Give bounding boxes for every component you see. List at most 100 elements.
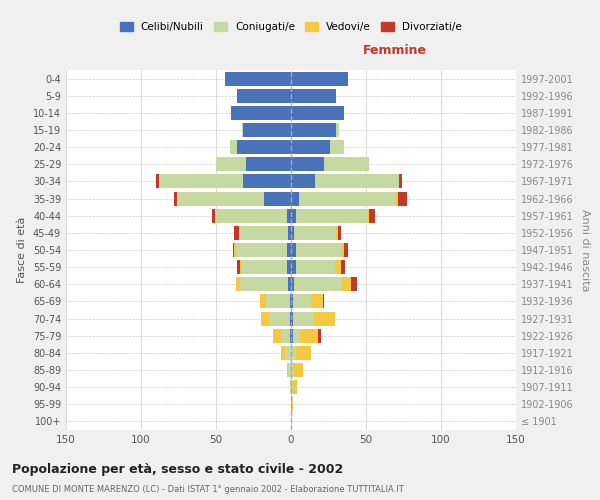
Bar [291, 398, 293, 411]
Bar [156, 174, 159, 188]
Bar [265, 294, 290, 308]
Bar [291, 363, 294, 377]
Bar [159, 174, 243, 188]
Bar [287, 243, 291, 257]
Bar [291, 192, 299, 205]
Y-axis label: Anni di nascita: Anni di nascita [580, 209, 590, 291]
Bar [233, 243, 234, 257]
Bar [341, 260, 345, 274]
Bar [288, 278, 291, 291]
Bar [293, 380, 297, 394]
Bar [291, 294, 293, 308]
Bar [294, 226, 336, 240]
Bar [291, 328, 293, 342]
Bar [299, 192, 396, 205]
Bar [281, 346, 285, 360]
Bar [293, 294, 311, 308]
Bar [367, 208, 369, 222]
Bar [237, 140, 291, 154]
Bar [241, 260, 287, 274]
Bar [260, 294, 265, 308]
Bar [234, 243, 235, 257]
Bar [336, 123, 339, 137]
Bar [246, 158, 291, 172]
Bar [291, 346, 296, 360]
Bar [291, 106, 343, 120]
Bar [239, 226, 240, 240]
Bar [291, 123, 336, 137]
Bar [296, 243, 341, 257]
Bar [300, 328, 318, 342]
Bar [291, 208, 296, 222]
Bar [287, 260, 291, 274]
Bar [369, 208, 375, 222]
Bar [296, 346, 311, 360]
Bar [291, 380, 293, 394]
Bar [291, 312, 293, 326]
Bar [216, 158, 246, 172]
Bar [294, 278, 342, 291]
Bar [396, 192, 398, 205]
Bar [314, 312, 335, 326]
Bar [240, 260, 241, 274]
Bar [234, 226, 239, 240]
Bar [351, 278, 357, 291]
Bar [243, 123, 291, 137]
Bar [177, 192, 264, 205]
Bar [237, 88, 291, 102]
Bar [241, 123, 243, 137]
Bar [291, 158, 324, 172]
Bar [240, 226, 288, 240]
Bar [399, 174, 402, 188]
Bar [291, 278, 294, 291]
Bar [290, 380, 291, 394]
Bar [287, 208, 291, 222]
Bar [343, 243, 348, 257]
Bar [290, 312, 291, 326]
Bar [335, 260, 341, 274]
Bar [291, 243, 296, 257]
Bar [296, 260, 335, 274]
Bar [285, 346, 291, 360]
Bar [311, 294, 323, 308]
Bar [296, 208, 367, 222]
Bar [337, 226, 341, 240]
Bar [261, 312, 269, 326]
Bar [323, 294, 324, 308]
Bar [398, 192, 407, 205]
Bar [290, 294, 291, 308]
Bar [237, 260, 240, 274]
Text: Femmine: Femmine [362, 44, 427, 58]
Bar [281, 328, 290, 342]
Bar [225, 72, 291, 86]
Bar [294, 363, 303, 377]
Bar [341, 243, 343, 257]
Bar [264, 192, 291, 205]
Bar [342, 278, 351, 291]
Bar [235, 278, 240, 291]
Bar [318, 328, 321, 342]
Bar [291, 260, 296, 274]
Bar [231, 106, 291, 120]
Bar [293, 312, 314, 326]
Bar [291, 140, 330, 154]
Bar [235, 243, 287, 257]
Text: Popolazione per età, sesso e stato civile - 2002: Popolazione per età, sesso e stato civil… [12, 462, 343, 475]
Bar [243, 174, 291, 188]
Text: COMUNE DI MONTE MARENZO (LC) - Dati ISTAT 1° gennaio 2002 - Elaborazione TUTTITA: COMUNE DI MONTE MARENZO (LC) - Dati ISTA… [12, 485, 404, 494]
Bar [215, 208, 287, 222]
Bar [288, 363, 291, 377]
Bar [290, 328, 291, 342]
Bar [291, 88, 336, 102]
Y-axis label: Fasce di età: Fasce di età [17, 217, 27, 283]
Bar [315, 174, 399, 188]
Bar [293, 328, 300, 342]
Bar [269, 312, 290, 326]
Bar [291, 174, 315, 188]
Bar [174, 192, 177, 205]
Bar [288, 226, 291, 240]
Bar [229, 140, 237, 154]
Bar [287, 363, 288, 377]
Bar [212, 208, 215, 222]
Bar [291, 226, 294, 240]
